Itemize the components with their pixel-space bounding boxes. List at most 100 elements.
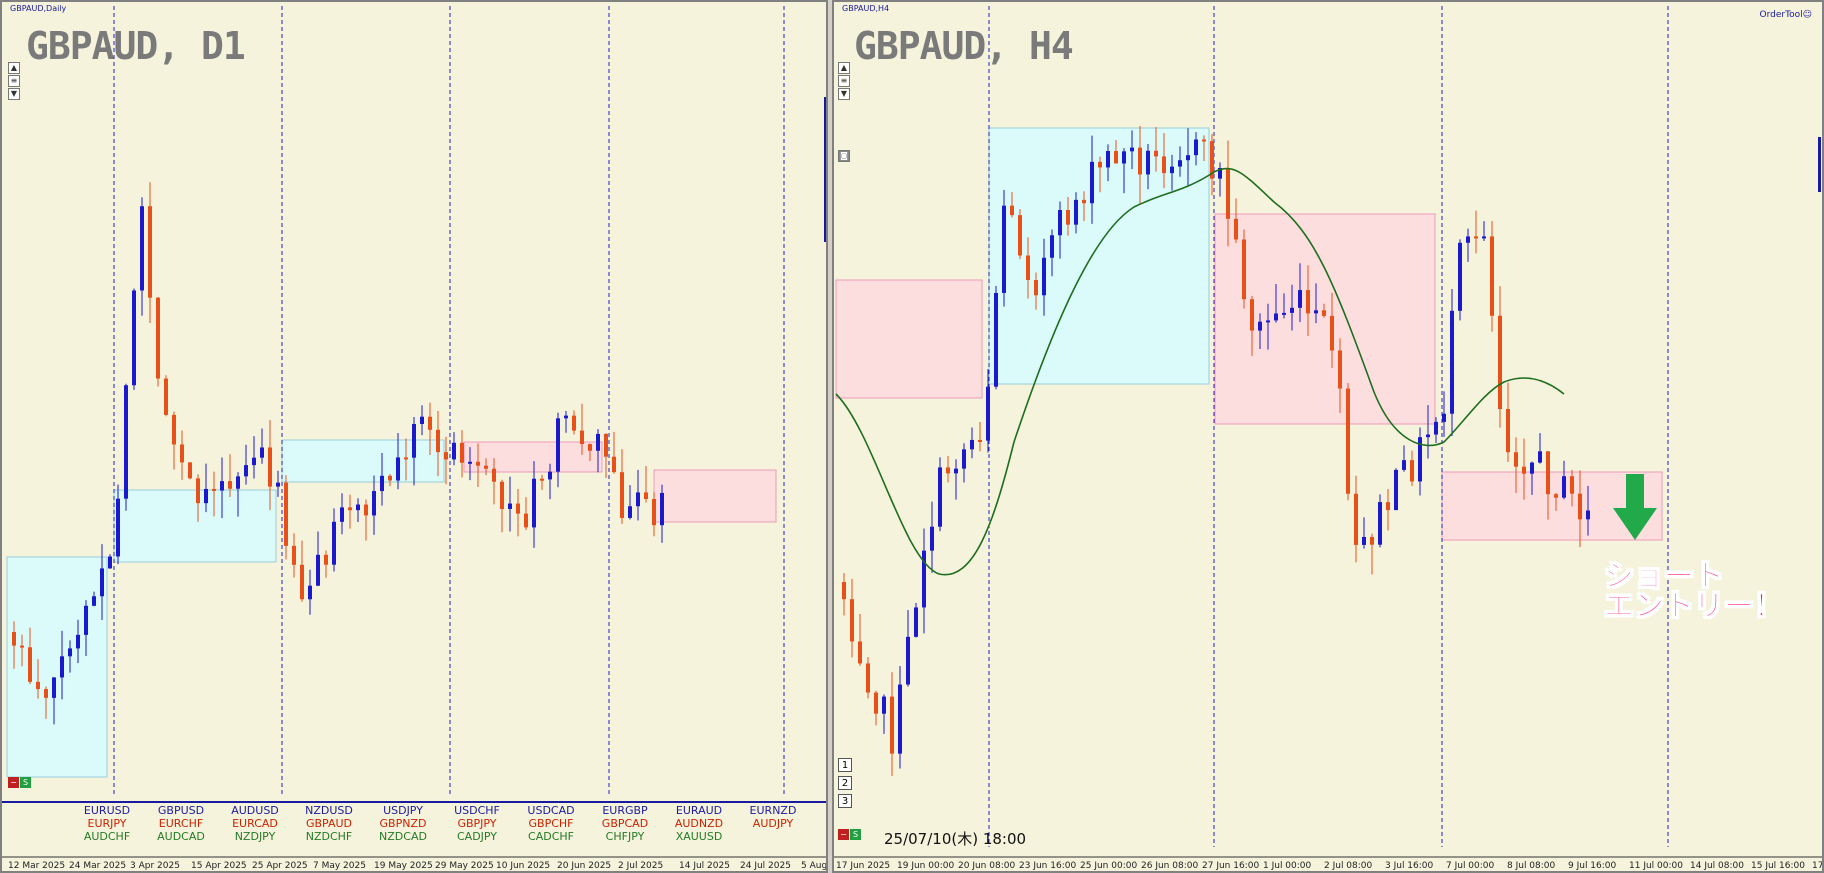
symbol-link[interactable]: EURUSD <box>83 804 131 817</box>
candle-body <box>1378 502 1382 545</box>
daily-chart[interactable]: 12 Mar 2025 24 Mar 2025 3 Apr 2025 15 Apr 2… <box>2 2 828 873</box>
h4-chart[interactable]: 17 Jun 2025 19 Jun 00:00 20 Jun 08:00 23 Ju… <box>834 2 1824 873</box>
symbol-link[interactable]: USDCAD <box>527 804 575 817</box>
candle-body <box>930 526 934 551</box>
window-title: GBPAUD,H4 <box>842 4 890 13</box>
vertical-scrollbar[interactable] <box>824 97 826 242</box>
candle-body <box>156 297 160 379</box>
candle-body <box>148 206 152 298</box>
candle-body <box>220 481 224 491</box>
minus-button[interactable]: − <box>8 777 19 788</box>
symbol-link[interactable]: EURCAD <box>232 817 278 830</box>
symbol-link[interactable]: AUDCAD <box>157 830 205 843</box>
symbol-link[interactable]: GBPCAD <box>601 817 649 830</box>
candle-body <box>204 488 208 504</box>
x-axis-label: 19 Jun 00:00 <box>897 861 954 871</box>
s-button[interactable]: S <box>20 777 31 788</box>
symbol-link[interactable]: GBPJPY <box>457 817 497 830</box>
x-axis-label: 15 Jul 16:00 <box>1751 861 1805 871</box>
x-axis-label: 27 Jun 16:00 <box>1202 861 1259 871</box>
symbol-link[interactable]: CADCHF <box>528 830 574 843</box>
candle-body <box>1066 210 1070 225</box>
symbol-link[interactable]: EURCHF <box>158 817 204 830</box>
candle-body <box>140 206 144 291</box>
candle-body <box>1322 310 1326 316</box>
candle-body <box>372 491 376 516</box>
candle-body <box>1282 312 1286 315</box>
symbol-link[interactable]: EURNZD <box>749 804 797 817</box>
page-3-button[interactable]: 3 <box>838 794 852 808</box>
symbol-link[interactable]: GBPCHF <box>528 817 574 830</box>
fit-button[interactable]: ≡ <box>838 75 850 87</box>
candle-body <box>1570 476 1574 494</box>
candle-body <box>508 503 512 509</box>
candle-body <box>1074 199 1078 225</box>
minus-button[interactable]: − <box>838 829 849 840</box>
page-2-button[interactable]: 2 <box>838 776 852 790</box>
scroll-down-button[interactable]: ▼ <box>8 88 20 100</box>
candle-body <box>1226 167 1230 219</box>
moving-average-line <box>835 167 1565 576</box>
symbol-link[interactable]: GBPUSD <box>157 804 205 817</box>
candle-body <box>978 439 982 442</box>
symbol-link[interactable]: EURGBP <box>602 804 648 817</box>
symbol-link[interactable]: USDJPY <box>383 804 423 817</box>
candle-body <box>228 481 232 489</box>
page-1-button[interactable]: 1 <box>838 758 852 772</box>
mini-toolbar: − S <box>838 822 862 841</box>
candle-body <box>396 457 400 481</box>
candle-body <box>388 475 392 481</box>
scroll-up-button[interactable]: ▲ <box>838 62 850 74</box>
window-title: GBPAUD,Daily <box>10 4 67 13</box>
symbol-link[interactable]: NZDJPY <box>234 830 276 843</box>
pin-icon[interactable]: ◙ <box>838 150 850 162</box>
daily-chart-window[interactable]: GBPAUD,Daily 12 Mar 2025 24 Mar 2025 3 Apr… <box>0 0 828 873</box>
candle-body <box>1114 151 1118 164</box>
symbol-link[interactable]: AUDNZD <box>674 817 724 830</box>
candle-body <box>946 467 950 474</box>
symbol-link[interactable]: CHFJPY <box>605 830 645 843</box>
ordertool-label[interactable]: OrderTool☺ <box>1759 10 1812 20</box>
symbol-link[interactable]: AUDJPY <box>752 817 794 830</box>
candle-body <box>1498 315 1502 410</box>
h4-chart-window[interactable]: GBPAUD,H4 OrderTool☺ 17 Jun 2025 19 Jun 0… <box>832 0 1824 873</box>
s-button[interactable]: S <box>850 829 861 840</box>
chart-title: GBPAUD, H4 <box>854 24 1074 68</box>
down-arrow-icon <box>1613 474 1657 540</box>
candle-body <box>564 415 568 419</box>
symbol-link[interactable]: AUDUSD <box>231 804 279 817</box>
scroll-down-button[interactable]: ▼ <box>838 88 850 100</box>
candle-body <box>588 444 592 451</box>
candle-body <box>460 442 464 463</box>
vertical-scrollbar[interactable] <box>1818 137 1821 192</box>
x-axis-label: 12 Mar 2025 <box>8 861 65 871</box>
symbol-link[interactable]: NZDCAD <box>379 830 427 843</box>
symbol-link[interactable]: CADJPY <box>456 830 498 843</box>
scroll-up-button[interactable]: ▲ <box>8 62 20 74</box>
candle-body <box>1402 460 1406 470</box>
candle-body <box>898 684 902 754</box>
symbol-link[interactable]: USDCHF <box>454 804 500 817</box>
candle-body <box>1266 320 1270 323</box>
symbol-link[interactable]: GBPAUD <box>305 817 353 830</box>
candle-body <box>1546 451 1550 495</box>
candle-body <box>1538 451 1542 463</box>
x-axis-label: 10 Jun 2025 <box>496 861 550 871</box>
symbol-link[interactable]: EURAUD <box>675 804 723 817</box>
symbol-link[interactable]: GBPNZD <box>379 817 427 830</box>
fit-button[interactable]: ≡ <box>8 75 20 87</box>
x-axis-label: 2 Jul 2025 <box>618 861 663 871</box>
candle-body <box>308 585 312 600</box>
symbol-link[interactable]: NZDUSD <box>305 804 353 817</box>
candle-body <box>620 472 624 518</box>
candle-body <box>52 677 56 698</box>
symbol-link[interactable]: AUDCHF <box>83 830 131 843</box>
candle-body <box>1490 236 1494 316</box>
symbol-link[interactable]: EURJPY <box>87 817 127 830</box>
symbol-link[interactable]: XAUUSD <box>675 830 723 843</box>
candle-body <box>1082 199 1086 204</box>
candle-body <box>596 433 600 451</box>
candle-body <box>284 482 288 546</box>
symbol-link[interactable]: NZDCHF <box>305 830 353 843</box>
candle-body <box>380 475 384 492</box>
